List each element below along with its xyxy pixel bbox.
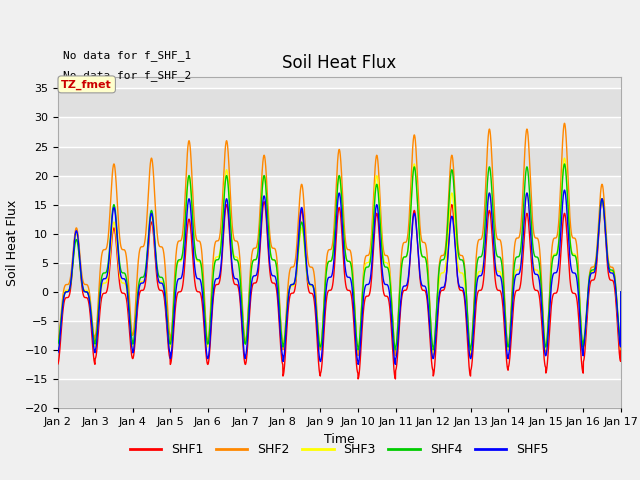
Line: SHF3: SHF3 bbox=[58, 158, 621, 353]
SHF4 bbox=[606, 267, 614, 273]
Bar bbox=[58, 292, 621, 321]
SHF4 bbox=[294, 251, 302, 257]
Bar bbox=[58, 77, 621, 88]
SHF5 bbox=[152, 248, 159, 253]
Bar bbox=[58, 88, 621, 118]
SHF5 bbox=[392, 361, 399, 367]
SHF2 bbox=[617, 289, 625, 295]
Bar bbox=[58, 204, 621, 234]
Bar bbox=[58, 118, 621, 146]
SHF3 bbox=[54, 344, 61, 350]
SHF3 bbox=[152, 248, 159, 254]
SHF5 bbox=[561, 187, 568, 193]
Bar bbox=[58, 176, 621, 204]
Y-axis label: Soil Heat Flux: Soil Heat Flux bbox=[6, 199, 19, 286]
SHF2 bbox=[467, 353, 474, 359]
SHF5 bbox=[54, 350, 61, 356]
Bar bbox=[58, 350, 621, 379]
Text: No data for f_SHF_1: No data for f_SHF_1 bbox=[63, 50, 191, 61]
SHF1 bbox=[269, 280, 277, 286]
SHF4 bbox=[269, 257, 277, 263]
SHF4 bbox=[152, 243, 159, 249]
SHF1 bbox=[54, 361, 61, 367]
SHF2 bbox=[561, 120, 568, 126]
Bar bbox=[58, 234, 621, 263]
SHF2 bbox=[118, 246, 125, 252]
SHF3 bbox=[269, 257, 277, 263]
Line: SHF4: SHF4 bbox=[58, 164, 621, 350]
Text: TZ_fmet: TZ_fmet bbox=[61, 79, 112, 90]
Bar bbox=[58, 146, 621, 176]
SHF5 bbox=[545, 313, 553, 319]
SHF5 bbox=[118, 276, 125, 281]
SHF4 bbox=[561, 161, 568, 167]
SHF3 bbox=[545, 301, 553, 307]
Line: SHF1: SHF1 bbox=[58, 199, 621, 379]
SHF4 bbox=[467, 347, 474, 353]
SHF1 bbox=[152, 255, 159, 261]
SHF1 bbox=[598, 196, 606, 202]
SHF1 bbox=[392, 376, 399, 382]
SHF2 bbox=[545, 295, 553, 300]
SHF5 bbox=[294, 244, 302, 250]
Legend: SHF1, SHF2, SHF3, SHF4, SHF5: SHF1, SHF2, SHF3, SHF4, SHF5 bbox=[125, 438, 554, 461]
SHF1 bbox=[617, 289, 625, 295]
SHF4 bbox=[617, 289, 625, 295]
SHF1 bbox=[118, 290, 125, 296]
Title: Soil Heat Flux: Soil Heat Flux bbox=[282, 54, 396, 72]
SHF2 bbox=[152, 202, 159, 208]
Bar bbox=[58, 321, 621, 350]
SHF1 bbox=[545, 332, 553, 337]
SHF1 bbox=[606, 277, 614, 283]
SHF2 bbox=[54, 338, 61, 344]
SHF4 bbox=[118, 270, 125, 276]
SHF5 bbox=[269, 273, 277, 279]
SHF3 bbox=[118, 280, 125, 286]
X-axis label: Time: Time bbox=[324, 432, 355, 445]
SHF3 bbox=[467, 350, 474, 356]
Bar bbox=[58, 379, 621, 408]
Bar bbox=[58, 263, 621, 292]
SHF3 bbox=[606, 268, 614, 274]
SHF1 bbox=[294, 250, 302, 255]
SHF4 bbox=[54, 341, 61, 347]
SHF3 bbox=[617, 289, 625, 295]
SHF2 bbox=[606, 264, 614, 270]
SHF2 bbox=[269, 245, 277, 251]
SHF3 bbox=[294, 254, 302, 260]
Line: SHF2: SHF2 bbox=[58, 123, 621, 356]
Text: No data for f_SHF_2: No data for f_SHF_2 bbox=[63, 70, 191, 81]
SHF5 bbox=[606, 270, 614, 276]
Line: SHF5: SHF5 bbox=[58, 190, 621, 364]
SHF2 bbox=[294, 223, 302, 229]
SHF5 bbox=[617, 289, 625, 295]
SHF4 bbox=[545, 300, 553, 306]
SHF3 bbox=[561, 155, 568, 161]
